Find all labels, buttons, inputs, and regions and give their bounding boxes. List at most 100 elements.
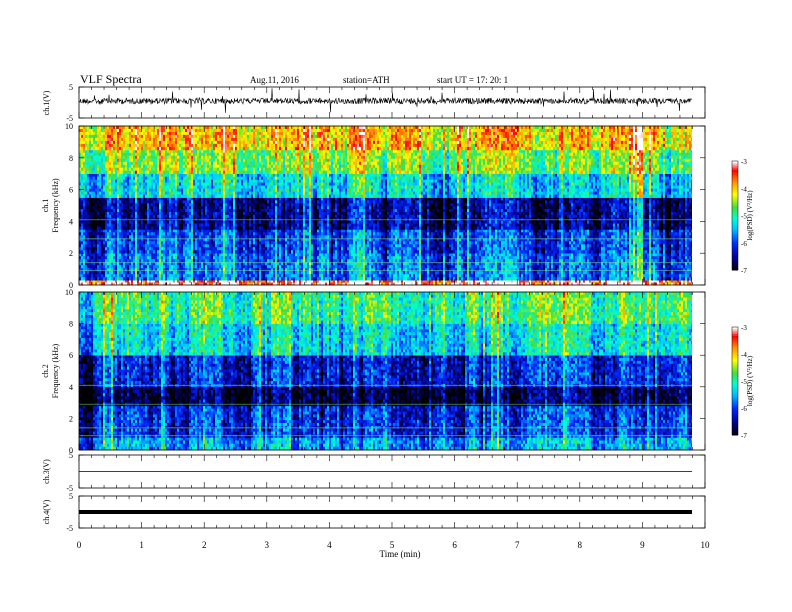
spectrogram-cell	[687, 274, 689, 277]
spectrogram-cell	[367, 265, 369, 268]
spectrogram-cell	[291, 241, 293, 244]
spectrogram-cell	[323, 274, 325, 277]
spectrogram-cell	[109, 277, 111, 280]
spectrogram-cell	[133, 265, 135, 268]
spectrogram-cell	[153, 241, 155, 244]
spectrogram-cell	[421, 253, 423, 256]
spectrogram-cell	[175, 229, 177, 232]
spectrogram-cell	[655, 280, 657, 283]
spectrogram-cell	[407, 277, 409, 280]
spectrogram-cell	[239, 253, 241, 256]
spectrogram-cell	[427, 256, 429, 259]
spectrogram-cell	[137, 229, 139, 232]
spectrogram-cell	[93, 235, 95, 238]
spectrogram-cell	[631, 235, 633, 238]
spectrogram-cell	[459, 235, 461, 238]
spectrogram-cell	[179, 271, 181, 274]
spectrogram-cell	[473, 232, 475, 235]
spectrogram-cell	[197, 256, 199, 259]
spectrogram-cell	[141, 232, 143, 235]
spectrogram-cell	[583, 235, 585, 238]
spectrogram-cell	[461, 241, 463, 244]
spectrogram-cell	[637, 280, 639, 283]
spectrogram-cell	[501, 229, 503, 232]
spectrogram-cell	[473, 274, 475, 277]
spectrogram-cell	[207, 280, 209, 283]
spectrogram-cell	[441, 259, 443, 262]
spectrogram-cell	[599, 253, 601, 256]
spectrogram-cell	[683, 265, 685, 268]
spectrogram-cell	[653, 229, 655, 232]
spectrogram-cell	[589, 265, 591, 268]
spectrogram-cell	[171, 280, 173, 283]
spectrogram-cell	[661, 259, 663, 262]
spectrogram-cell	[443, 277, 445, 280]
spectrogram-cell	[127, 265, 129, 268]
spectrogram-cell	[395, 256, 397, 259]
spectrogram-cell	[537, 271, 539, 274]
spectrogram-cell	[205, 256, 207, 259]
spectrogram-cell	[531, 259, 533, 262]
spectrogram-cell	[415, 277, 417, 280]
spectrogram-cell	[389, 253, 391, 256]
spectrogram-cell	[149, 241, 151, 244]
spectrogram-cell	[461, 229, 463, 232]
spectrogram-cell	[593, 274, 595, 277]
spectrogram-cell	[137, 271, 139, 274]
spectrogram-cell	[463, 235, 465, 238]
spectrogram-cell	[355, 232, 357, 235]
spectrogram-cell	[135, 229, 137, 232]
spectrogram-cell	[223, 274, 225, 277]
spectrogram-cell	[481, 253, 483, 256]
spectrogram-cell	[597, 277, 599, 280]
spectrogram-cell	[91, 253, 93, 256]
spectrogram-cell	[465, 274, 467, 277]
spectrogram-cell	[603, 277, 605, 280]
spectrogram-cell	[583, 259, 585, 262]
spectrogram-cell	[309, 265, 311, 268]
spectrogram-cell	[361, 271, 363, 274]
spectrogram-cell	[95, 271, 97, 274]
spectrogram-cell	[345, 235, 347, 238]
spectrogram-cell	[635, 271, 637, 274]
spectrogram-cell	[379, 232, 381, 235]
spectrogram-cell	[423, 265, 425, 268]
spectrogram-cell	[193, 280, 195, 283]
spectrogram-cell	[287, 265, 289, 268]
spectrogram-cell	[453, 280, 455, 283]
spectrogram-cell	[209, 271, 211, 274]
spectrogram-cell	[399, 232, 401, 235]
spectrogram-cell	[177, 241, 179, 244]
spectrogram-cell	[465, 256, 467, 259]
spectrogram-cell	[491, 265, 493, 268]
spectrogram-cell	[225, 259, 227, 262]
spectrogram-cell	[469, 241, 471, 244]
spectrogram-cell	[481, 271, 483, 274]
spectrogram-cell	[469, 277, 471, 280]
spectrogram-cell	[211, 232, 213, 235]
spectrogram-cell	[609, 235, 611, 238]
spectrogram-cell	[653, 277, 655, 280]
ch1-spectrogram-panel: 0246810ch.1 Frequency (kHz)	[41, 122, 705, 290]
spectrogram-cell	[287, 232, 289, 235]
spectrogram-cell	[145, 232, 147, 235]
spectrogram-cell	[125, 274, 127, 277]
spectrogram-cell	[347, 265, 349, 268]
spectrogram-cell	[595, 265, 597, 268]
spectrogram-cell	[259, 280, 261, 283]
spectrogram-cell	[455, 265, 457, 268]
spectrogram-cell	[237, 253, 239, 256]
spectrogram-cell	[247, 256, 249, 259]
spectrogram-cell	[389, 265, 391, 268]
spectrogram-cell	[303, 259, 305, 262]
spectrogram-cell	[621, 265, 623, 268]
spectrogram-cell	[261, 235, 263, 238]
spectrogram-cell	[511, 235, 513, 238]
spectrogram-cell	[149, 277, 151, 280]
spectrogram-cell	[495, 241, 497, 244]
spectrogram-cell	[99, 265, 101, 268]
spectrogram-cell	[267, 265, 269, 268]
spectrogram-cell	[233, 232, 235, 235]
spectrogram-cell	[449, 235, 451, 238]
spectrogram-cell	[611, 241, 613, 244]
